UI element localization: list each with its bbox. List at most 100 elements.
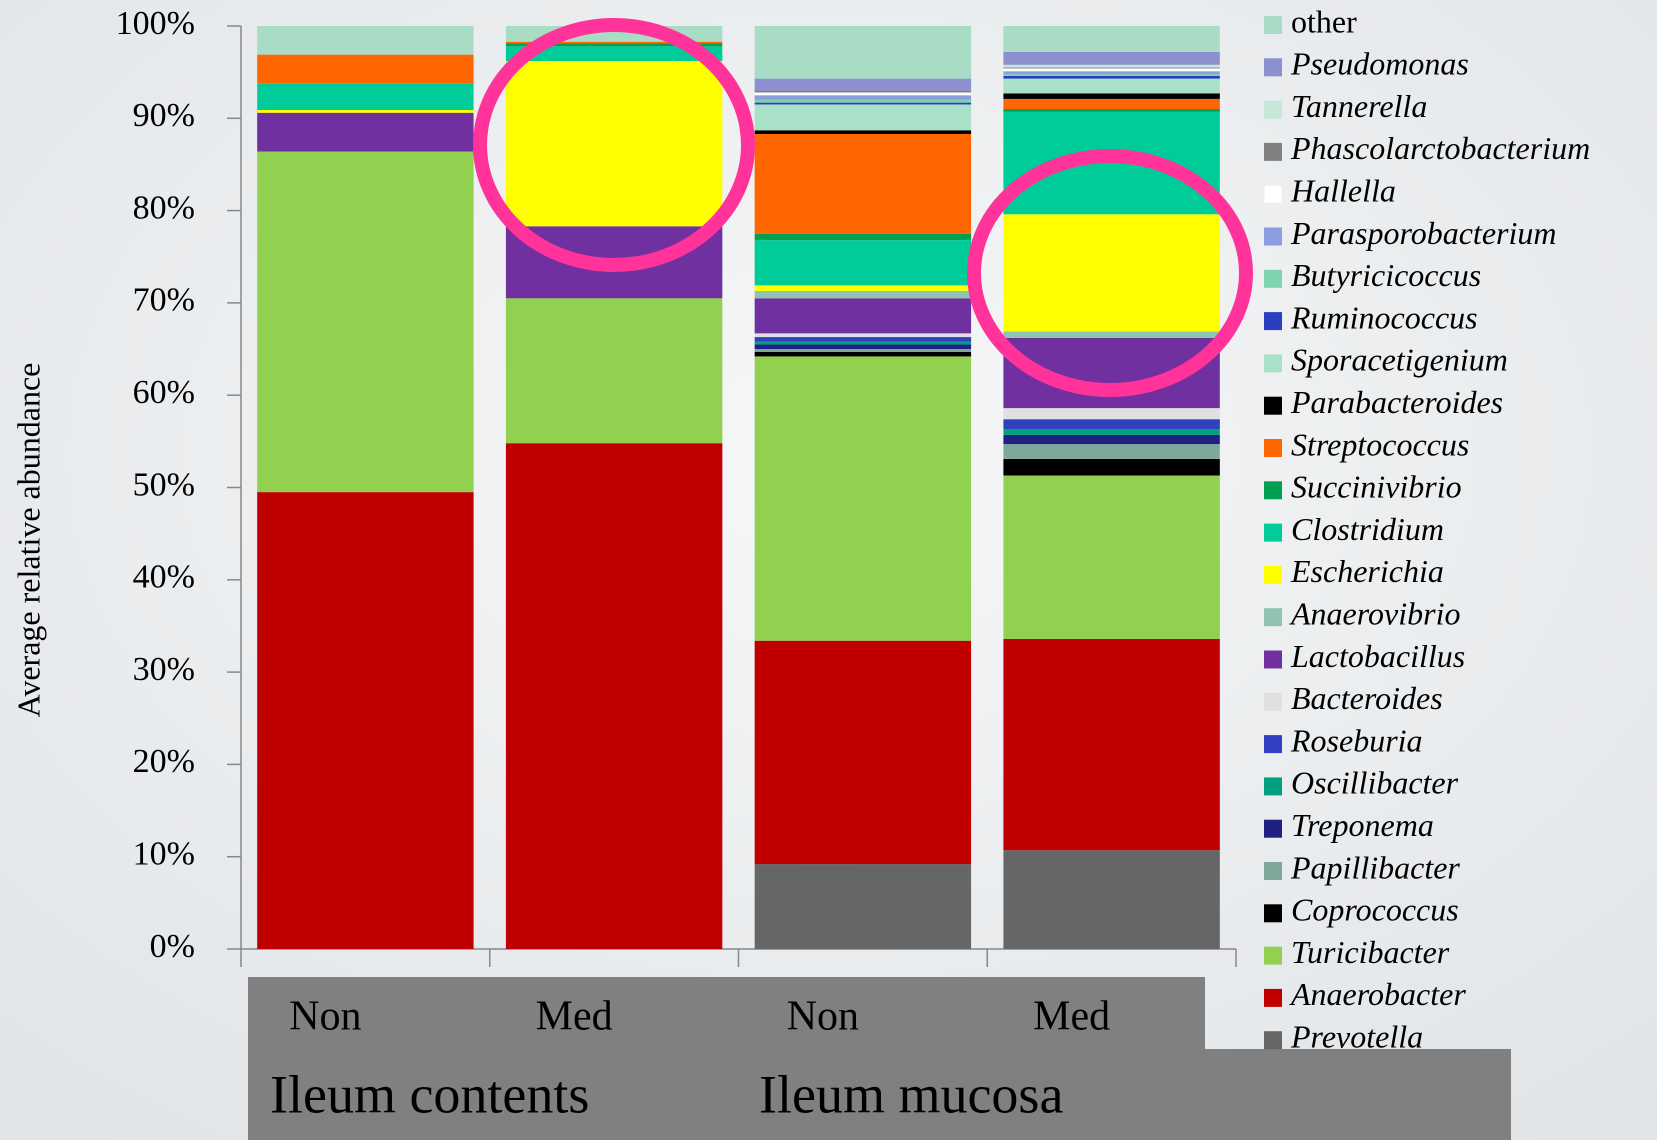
legend-swatch [1264,904,1282,923]
legend-swatch [1264,819,1282,838]
bar-segment [257,26,474,55]
legend-label: Anaerovibrio [1289,596,1460,632]
bar-segment [1003,419,1220,430]
legend-label: Parasporobacterium [1290,215,1556,251]
legend-label: Oscillibacter [1291,765,1459,801]
bar-segment [754,351,972,357]
legend-swatch [1264,1031,1282,1050]
legend-label: Roseburia [1290,722,1423,758]
legend-label: Lactobacillus [1290,638,1465,674]
legend-label: Succinivibrio [1291,469,1462,505]
bar-segment [754,78,972,91]
y-tick-label: 30% [133,651,195,688]
legend-label: Papillibacter [1290,849,1460,885]
legend-label: Hallella [1290,173,1396,209]
legend-label: Tannerella [1291,88,1427,124]
highlight-circle [967,149,1253,397]
bar-segment [257,151,474,493]
x-tick-label: Non [289,994,361,1040]
legend-swatch [1264,58,1282,77]
bar-segment [1003,68,1220,72]
legend-swatch [1264,608,1282,627]
plot: 0% 10% 20% 30% 40% 50% 60% 70% 80% 90% 100% Non Med N… [116,3,1591,1124]
legend-swatch [1264,269,1282,288]
bar-segment [1003,850,1220,949]
bar-segment [1003,26,1220,52]
bar-segment [754,290,972,299]
bar-segment [754,240,972,286]
bar-segment [754,344,972,350]
bar-segment [505,43,723,47]
legend-label: Phascolarctobacterium [1290,130,1590,166]
legend-label: Ruminococcus [1290,299,1478,335]
legend-swatch [1264,988,1282,1007]
bar-segment [754,95,972,100]
legend-label: Treponema [1291,807,1434,843]
group-label: Ileum mucosa [759,1064,1063,1124]
legend-label: other [1291,3,1357,39]
highlight-circle [473,18,755,272]
y-tick-label: 50% [133,466,195,503]
bar-segment [754,90,972,93]
y-tick-label: 90% [133,97,195,134]
bar-segment [1003,475,1220,639]
bar-segment [257,112,474,152]
bar-segment [257,109,474,113]
bar-segment [754,285,972,291]
legend-label: Sporacetigenium [1291,342,1508,378]
bar-segment [1003,71,1220,74]
bar-segment [754,349,972,352]
bar-segment [1003,429,1220,435]
x-tick-label: Non [787,994,859,1040]
category-box [248,977,1205,1057]
bar-segment [257,54,474,84]
bar-segment [505,443,723,949]
bar-segment [1003,93,1220,99]
bar-segment [754,133,972,234]
bar-segment [257,83,474,110]
bar-segment [754,356,972,641]
bar-segment [754,298,972,334]
y-tick-label: 20% [133,743,195,780]
bar-segment [754,333,972,338]
legend-label: Clostridium [1291,511,1444,547]
bar-segment [754,130,972,134]
bar-segment [505,298,723,444]
legend-swatch [1264,100,1282,119]
y-tick-label: 70% [133,282,195,319]
bar-segment [1003,75,1220,79]
bar-segment [257,492,474,949]
bar-segment [754,640,972,865]
group-box [248,1049,1511,1140]
y-axis-label: Average relative abundance [10,363,46,718]
legend-swatch [1264,227,1282,246]
legend-swatch [1264,142,1282,161]
legend-swatch [1264,396,1282,415]
bar-segment [1003,331,1220,338]
bar-segment [505,61,723,227]
legend-swatch [1264,862,1282,880]
legend-label: Streptococcus [1291,426,1469,462]
bar-segment [754,864,972,949]
legend-swatch [1263,184,1283,204]
bar-segment [1003,111,1220,215]
bar-segment [754,233,972,241]
bar-segment [505,46,723,62]
bar-segment [1003,638,1220,851]
legend-label: Anaerobacter [1289,976,1466,1012]
bar-segment [754,341,972,345]
legend-swatch [1264,565,1282,584]
legend-label: Turicibacter [1291,934,1450,970]
legend-swatch [1264,735,1282,754]
bar-segment [1003,458,1220,476]
legend-label: Prevotella [1290,1019,1423,1055]
bar-segment [754,99,972,103]
legend-label: Bacteroides [1291,680,1443,716]
bar-segment [1003,434,1220,445]
y-tick-label: 100% [116,5,195,42]
bar-segment [1003,78,1220,94]
bar-segment [1003,214,1220,332]
bar-segment [754,26,972,79]
legend-swatch [1264,523,1282,542]
